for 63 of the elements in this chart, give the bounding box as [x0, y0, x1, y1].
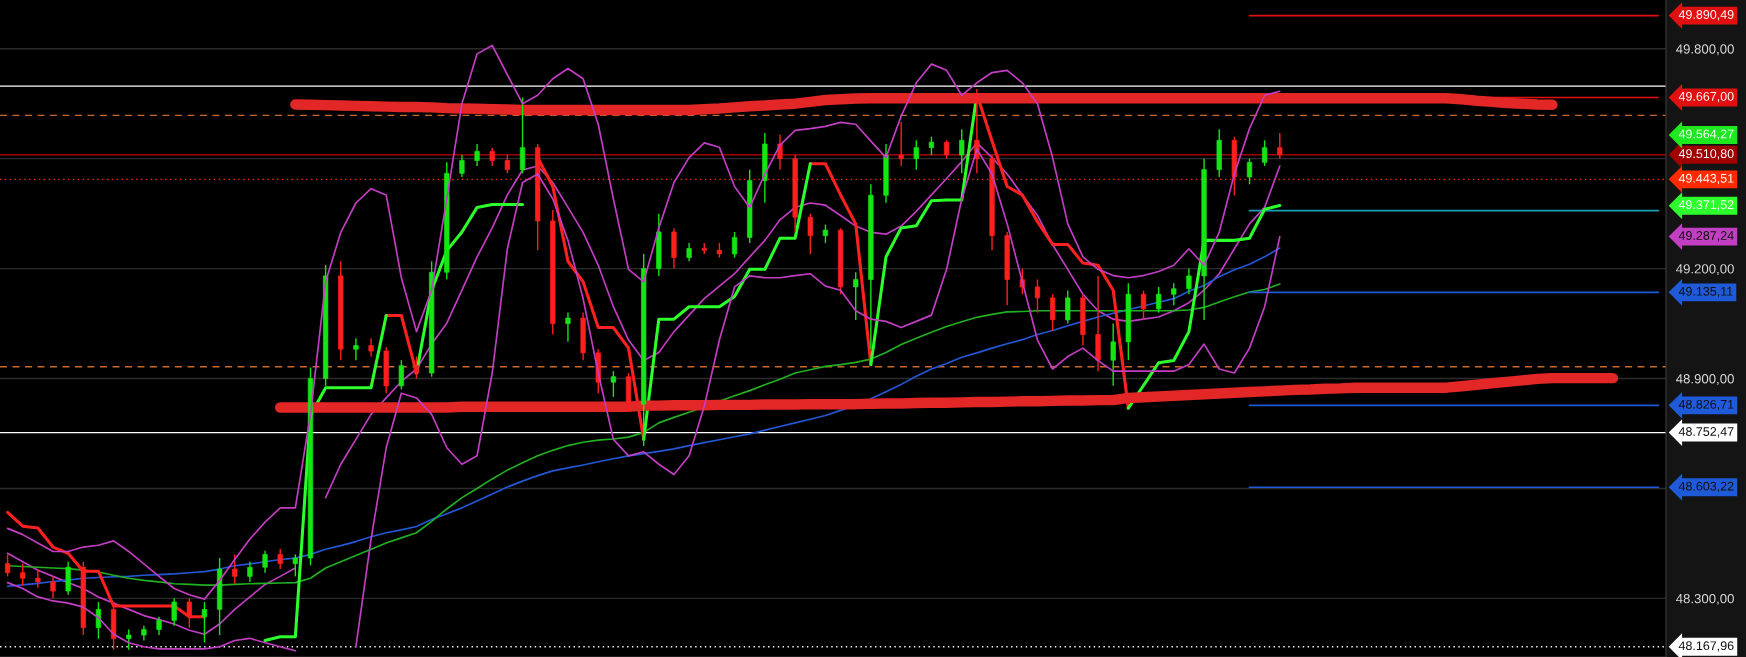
- candlestick: [1156, 286, 1162, 314]
- candlestick: [1171, 282, 1177, 306]
- candlestick: [201, 601, 208, 644]
- candlestick: [1186, 267, 1192, 295]
- candlestick: [65, 561, 71, 596]
- candlestick: [126, 628, 132, 651]
- candlestick: [853, 271, 859, 321]
- candlestick: [1262, 139, 1268, 167]
- data-label: 49.667,00: [1678, 91, 1734, 103]
- data-label: 49.890,49: [1678, 10, 1734, 21]
- candlestick: [565, 311, 571, 343]
- candlestick: [277, 548, 283, 570]
- candlestick: [353, 337, 359, 361]
- candlestick: [686, 242, 692, 262]
- candlestick: [913, 139, 919, 171]
- candlestick: [171, 597, 177, 627]
- y-tick-label: 48.900,00: [1676, 374, 1734, 385]
- candlestick: [489, 146, 495, 167]
- candlestick: [474, 143, 480, 167]
- y-tick-label: 48.300,00: [1676, 593, 1734, 605]
- candlestick: [731, 231, 738, 259]
- candlestick: [35, 568, 41, 589]
- candlestick: [807, 212, 813, 255]
- candlestick: [1065, 289, 1071, 325]
- data-label: 48.826,71: [1678, 399, 1734, 411]
- ref-line-label: 48.752,47: [1678, 427, 1734, 438]
- candlestick: [822, 223, 829, 244]
- candlestick: [4, 553, 11, 578]
- y-tick-label: 49.800,00: [1676, 44, 1734, 56]
- candlestick: [50, 575, 56, 600]
- candlestick: [504, 154, 510, 175]
- candlestick: [1277, 132, 1283, 160]
- candlestick: [610, 370, 617, 398]
- candlestick: [519, 96, 526, 175]
- ref-line-label: 49.510,80: [1678, 149, 1734, 160]
- candlestick: [1110, 322, 1116, 387]
- ref-line-label: 48.167,96: [1678, 641, 1734, 652]
- candlestick: [262, 550, 268, 574]
- candlestick: [898, 121, 904, 167]
- candlestick: [368, 337, 374, 358]
- candlestick: [292, 553, 298, 578]
- y-tick-label: 49.200,00: [1676, 264, 1734, 276]
- candlestick: [398, 359, 404, 391]
- candlestick: [1049, 293, 1056, 332]
- candlestick: [959, 128, 965, 175]
- candlestick: [928, 135, 935, 156]
- text: 49.371,52: [1678, 200, 1734, 211]
- candlestick: [943, 139, 950, 160]
- candlestick: [459, 154, 465, 178]
- candlestick: [232, 553, 238, 585]
- candlestick: [1246, 157, 1253, 186]
- line-series: [6, 44, 1281, 600]
- candlestick: [247, 561, 253, 583]
- candlestick: [156, 615, 162, 636]
- candlestick: [20, 562, 26, 587]
- text: 49.564,27: [1678, 129, 1734, 140]
- candlestick: [413, 355, 420, 380]
- data-label: 48.603,22: [1678, 481, 1734, 493]
- data-label: 49.135,11: [1678, 286, 1733, 298]
- candlestick: [1140, 289, 1147, 321]
- text: 49.287,24: [1678, 231, 1734, 242]
- candlestick: [1034, 278, 1041, 314]
- ref-line-label: 49.443,51: [1678, 173, 1734, 185]
